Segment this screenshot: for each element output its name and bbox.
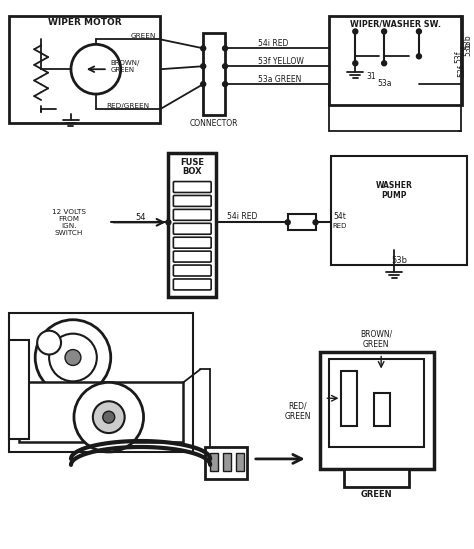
Circle shape [381,209,407,235]
Text: WIPER MOTOR: WIPER MOTOR [48,18,122,27]
Circle shape [382,29,387,34]
Circle shape [285,220,290,225]
Circle shape [201,46,206,51]
Circle shape [37,330,61,355]
Circle shape [223,64,228,69]
Bar [341,372,357,426]
Text: RED/GREEN: RED/GREEN [106,103,149,109]
Circle shape [65,350,81,366]
Circle shape [417,54,421,59]
Text: GREEN: GREEN [360,490,392,499]
Circle shape [49,334,97,382]
Text: FUSE: FUSE [180,158,204,167]
Circle shape [166,220,171,225]
Text: 12 VOLTS
FROM
IGN.
SWITCH: 12 VOLTS FROM IGN. SWITCH [52,209,86,236]
Text: 31: 31 [366,72,376,81]
Circle shape [223,82,228,87]
Circle shape [74,382,144,452]
Bar [19,382,183,442]
Circle shape [313,220,318,225]
Text: BROWN/
GREEN: BROWN/ GREEN [111,60,140,72]
Text: GREEN: GREEN [131,33,156,40]
Bar [9,313,193,452]
Circle shape [417,29,421,34]
Bar [9,15,161,123]
Text: 53b: 53b [463,41,472,55]
Bar [9,340,29,439]
Text: 54i RED: 54i RED [227,212,257,221]
Bar [416,216,430,228]
Text: 53b: 53b [463,34,472,49]
Text: 53b: 53b [391,256,407,265]
Text: 54t: 54t [333,212,346,221]
Text: BOX: BOX [182,167,202,176]
Circle shape [71,44,121,94]
Circle shape [103,411,115,423]
Circle shape [201,64,206,69]
Bar [374,393,390,426]
Bar [319,351,434,469]
Circle shape [223,46,228,51]
Bar [329,15,462,105]
Text: WIPER/WASHER SW.: WIPER/WASHER SW. [349,20,440,29]
Text: 53f YELLOW: 53f YELLOW [258,57,304,66]
Circle shape [201,82,206,87]
Circle shape [366,194,422,250]
Text: 53f: 53f [457,65,466,77]
Circle shape [93,401,125,433]
Bar [210,453,218,471]
Text: 53a: 53a [377,79,392,88]
Bar [331,156,466,265]
Text: 53a GREEN: 53a GREEN [258,75,301,83]
Text: BROWN/
GREEN: BROWN/ GREEN [360,330,392,349]
Bar [329,360,424,447]
Bar [223,453,231,471]
Bar [205,447,247,479]
Bar [168,153,216,297]
Circle shape [353,29,358,34]
Circle shape [382,61,387,66]
Text: 53f: 53f [454,50,463,63]
Text: CONNECTOR: CONNECTOR [190,119,238,128]
Bar [203,33,225,115]
Bar [345,469,409,487]
Circle shape [35,320,111,395]
Text: WASHER
PUMP: WASHER PUMP [375,181,412,200]
Text: RED/
GREEN: RED/ GREEN [284,401,311,421]
Bar [236,453,244,471]
Text: RED: RED [332,223,346,229]
Bar [288,214,316,230]
Text: 54: 54 [135,213,146,222]
Text: 54i RED: 54i RED [258,39,288,48]
Circle shape [353,61,358,66]
